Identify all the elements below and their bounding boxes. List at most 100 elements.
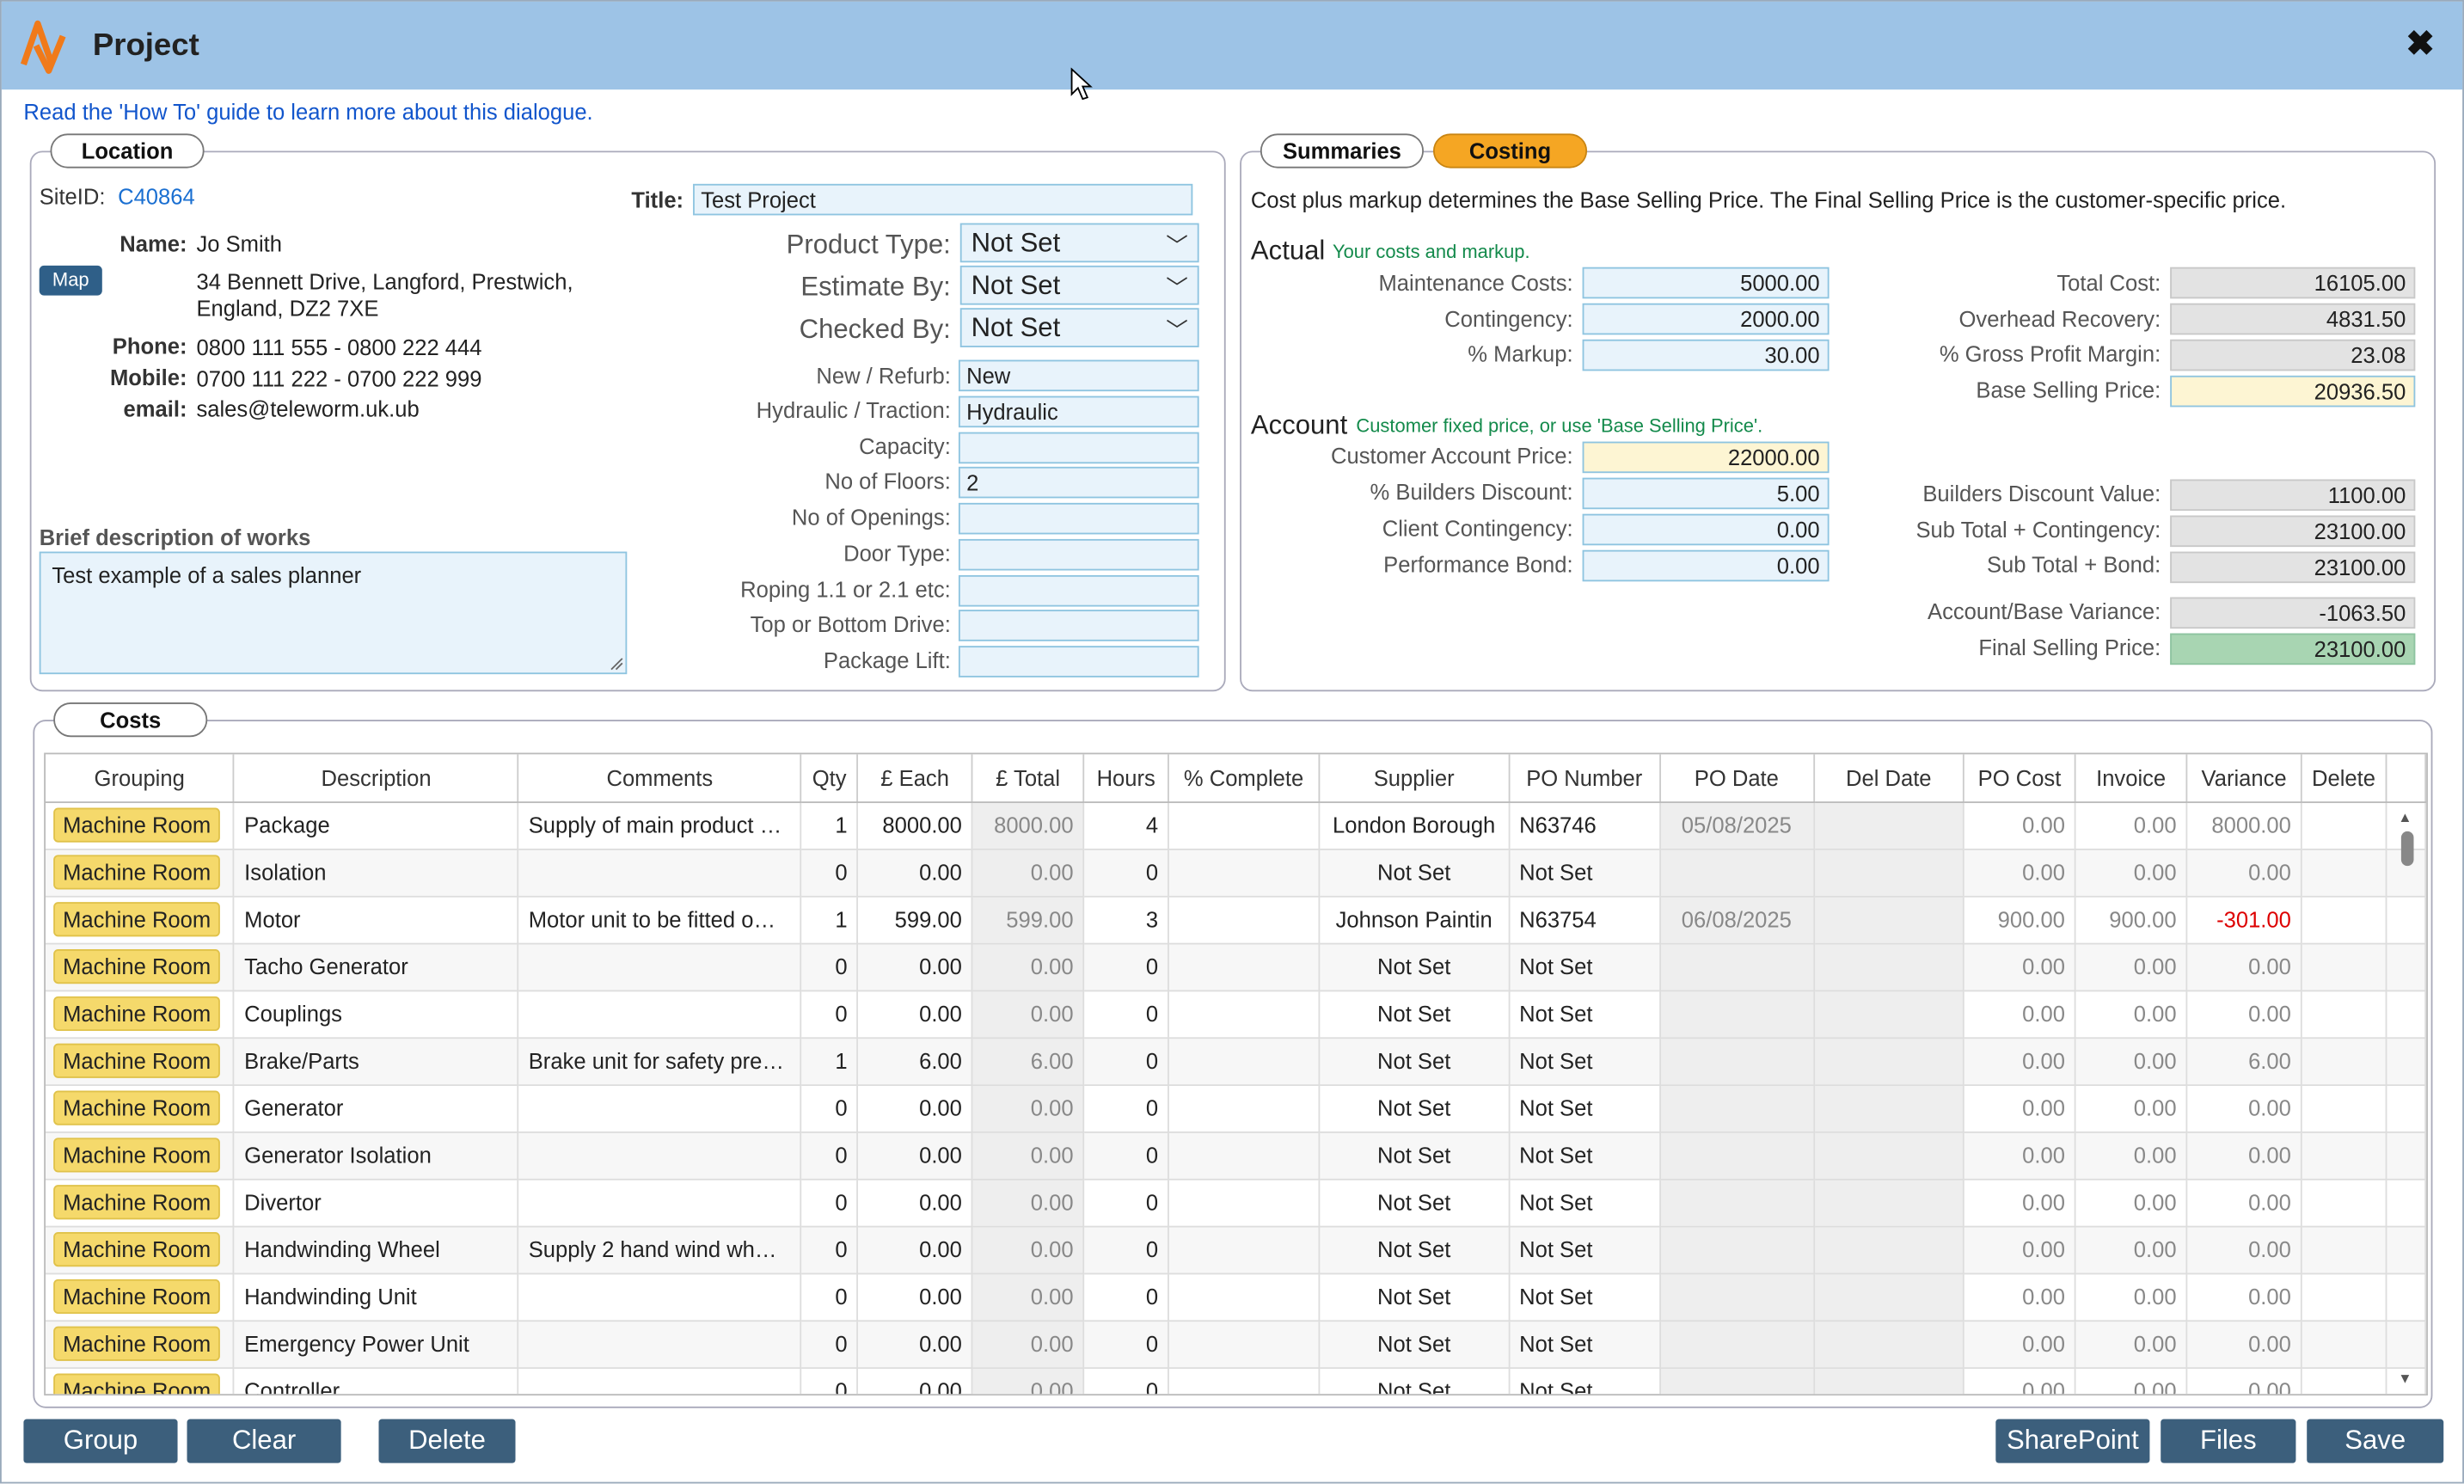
table-cell-delete[interactable] bbox=[2301, 849, 2387, 897]
table-cell-qty[interactable]: 1 bbox=[800, 801, 859, 849]
delete-button[interactable]: Delete bbox=[378, 1419, 516, 1463]
table-cell-delete[interactable] bbox=[2301, 801, 2387, 849]
table-cell-comments[interactable] bbox=[518, 990, 802, 1039]
table-cell-supplier[interactable]: Not Set bbox=[1319, 1320, 1511, 1369]
map-button[interactable]: Map bbox=[39, 265, 102, 296]
column-header-po-number[interactable]: PO Number bbox=[1509, 754, 1661, 803]
table-cell-complete[interactable] bbox=[1168, 1084, 1321, 1132]
table-cell-description[interactable]: Brake/Parts bbox=[234, 1037, 519, 1086]
table-cell-qty[interactable]: 0 bbox=[800, 1272, 859, 1321]
table-cell-comments[interactable]: Motor unit to be fitted o… bbox=[518, 895, 802, 944]
tab-summaries[interactable]: Summaries bbox=[1260, 133, 1424, 169]
brief-description-textarea[interactable]: Test example of a sales planner bbox=[39, 551, 628, 675]
table-cell-grouping[interactable]: Machine Room bbox=[46, 801, 236, 849]
grouping-badge[interactable]: Machine Room bbox=[53, 902, 221, 937]
table-cell-comments[interactable] bbox=[518, 942, 802, 991]
markup-input[interactable]: 30.00 bbox=[1582, 339, 1830, 371]
table-cell-each[interactable]: 8000.00 bbox=[857, 801, 973, 849]
grouping-badge[interactable]: Machine Room bbox=[53, 1279, 221, 1315]
builders-discount-input[interactable]: 5.00 bbox=[1582, 477, 1830, 510]
drive-input[interactable] bbox=[958, 610, 1199, 641]
table-cell-description[interactable]: Handwinding Wheel bbox=[234, 1225, 519, 1274]
table-row[interactable]: Machine Room Handwinding Wheel Supply 2 ha… bbox=[46, 1225, 2427, 1274]
table-cell-po-number[interactable]: Not Set bbox=[1509, 849, 1661, 897]
table-cell-grouping[interactable]: Machine Room bbox=[46, 1225, 236, 1274]
table-cell-po-number[interactable]: Not Set bbox=[1509, 1272, 1661, 1321]
table-cell-comments[interactable]: Supply 2 hand wind wh… bbox=[518, 1225, 802, 1274]
table-cell-hours[interactable]: 0 bbox=[1083, 849, 1169, 897]
table-row[interactable]: Machine Room Isolation 0 0.00 0.00 0 Not Set No… bbox=[46, 849, 2427, 897]
table-cell-each[interactable]: 0.00 bbox=[857, 849, 973, 897]
door-type-input[interactable] bbox=[958, 538, 1199, 571]
table-cell-delete[interactable] bbox=[2301, 1178, 2387, 1227]
table-row[interactable]: Machine Room Handwinding Unit 0 0.00 0.00 0 No… bbox=[46, 1272, 2427, 1321]
table-cell-complete[interactable] bbox=[1168, 1037, 1321, 1086]
estimate-by-select[interactable]: Not Set ﹀ bbox=[959, 265, 1199, 305]
table-cell-grouping[interactable]: Machine Room bbox=[46, 1272, 236, 1321]
sharepoint-button[interactable]: SharePoint bbox=[1995, 1419, 2150, 1463]
table-cell-supplier[interactable]: Not Set bbox=[1319, 1225, 1511, 1274]
table-cell-complete[interactable] bbox=[1168, 1367, 1321, 1395]
title-input[interactable]: Test Project bbox=[693, 183, 1193, 216]
table-cell-grouping[interactable]: Machine Room bbox=[46, 1084, 236, 1132]
table-cell-comments[interactable] bbox=[518, 1320, 802, 1369]
performance-bond-input[interactable]: 0.00 bbox=[1582, 549, 1830, 582]
table-cell-comments[interactable] bbox=[518, 1131, 802, 1180]
table-cell-hours[interactable]: 0 bbox=[1083, 1084, 1169, 1132]
table-cell-description[interactable]: Emergency Power Unit bbox=[234, 1320, 519, 1369]
table-cell-qty[interactable]: 0 bbox=[800, 990, 859, 1039]
table-cell-each[interactable]: 0.00 bbox=[857, 1225, 973, 1274]
files-button[interactable]: Files bbox=[2161, 1419, 2296, 1463]
table-cell-supplier[interactable]: Not Set bbox=[1319, 1037, 1511, 1086]
table-cell-delete[interactable] bbox=[2301, 1037, 2387, 1086]
table-row[interactable]: Machine Room Motor Motor unit to be fitted… bbox=[46, 895, 2427, 944]
table-cell-delete[interactable] bbox=[2301, 1272, 2387, 1321]
table-cell-description[interactable]: Controller bbox=[234, 1367, 519, 1395]
column-header-del-date[interactable]: Del Date bbox=[1813, 754, 1965, 803]
costs-table-viewport[interactable]: Grouping Description Comments Qty £ Each £ To… bbox=[44, 752, 2428, 1396]
column-header-po-date[interactable]: PO Date bbox=[1659, 754, 1815, 803]
table-row[interactable]: Machine Room Couplings 0 0.00 0.00 0 Not Set No… bbox=[46, 990, 2427, 1039]
table-cell-hours[interactable]: 0 bbox=[1083, 1225, 1169, 1274]
table-cell-delete[interactable] bbox=[2301, 1225, 2387, 1274]
maintenance-costs-input[interactable]: 5000.00 bbox=[1582, 267, 1830, 299]
save-button[interactable]: Save bbox=[2307, 1419, 2444, 1463]
table-cell-po-number[interactable]: Not Set bbox=[1509, 1225, 1661, 1274]
table-cell-grouping[interactable]: Machine Room bbox=[46, 942, 236, 991]
table-cell-qty[interactable]: 0 bbox=[800, 1367, 859, 1395]
roping-input[interactable] bbox=[958, 574, 1199, 607]
table-cell-qty[interactable]: 0 bbox=[800, 1225, 859, 1274]
table-cell-supplier[interactable]: Not Set bbox=[1319, 849, 1511, 897]
table-cell-grouping[interactable]: Machine Room bbox=[46, 849, 236, 897]
table-cell-hours[interactable]: 4 bbox=[1083, 801, 1169, 849]
table-cell-qty[interactable]: 0 bbox=[800, 1178, 859, 1227]
grouping-badge[interactable]: Machine Room bbox=[53, 996, 221, 1032]
resize-grip-icon[interactable] bbox=[610, 657, 623, 671]
table-cell-po-number[interactable]: Not Set bbox=[1509, 1084, 1661, 1132]
table-cell-each[interactable]: 0.00 bbox=[857, 1084, 973, 1132]
table-cell-hours[interactable]: 0 bbox=[1083, 1320, 1169, 1369]
table-cell-supplier[interactable]: Not Set bbox=[1319, 1178, 1511, 1227]
table-cell-each[interactable]: 0.00 bbox=[857, 990, 973, 1039]
grouping-badge[interactable]: Machine Room bbox=[53, 1090, 221, 1125]
tab-costing[interactable]: Costing bbox=[1432, 133, 1588, 169]
table-cell-grouping[interactable]: Machine Room bbox=[46, 1367, 236, 1395]
column-header-supplier[interactable]: Supplier bbox=[1319, 754, 1511, 803]
package-lift-input[interactable] bbox=[958, 646, 1199, 678]
table-cell-supplier[interactable]: Not Set bbox=[1319, 1367, 1511, 1395]
vertical-scrollbar[interactable]: ▲ ▼ bbox=[2394, 809, 2422, 1390]
table-cell-each[interactable]: 599.00 bbox=[857, 895, 973, 944]
table-cell-description[interactable]: Couplings bbox=[234, 990, 519, 1039]
column-header-complete[interactable]: % Complete bbox=[1168, 754, 1321, 803]
table-cell-po-number[interactable]: Not Set bbox=[1509, 1320, 1661, 1369]
table-cell-description[interactable]: Generator Isolation bbox=[234, 1131, 519, 1180]
table-cell-qty[interactable]: 0 bbox=[800, 1131, 859, 1180]
table-cell-description[interactable]: Package bbox=[234, 801, 519, 849]
table-cell-hours[interactable]: 0 bbox=[1083, 942, 1169, 991]
table-cell-grouping[interactable]: Machine Room bbox=[46, 1320, 236, 1369]
table-cell-each[interactable]: 0.00 bbox=[857, 1320, 973, 1369]
table-cell-complete[interactable] bbox=[1168, 849, 1321, 897]
table-cell-po-number[interactable]: N63746 bbox=[1509, 801, 1661, 849]
product-type-select[interactable]: Not Set ﹀ bbox=[959, 223, 1199, 263]
column-header-total[interactable]: £ Total bbox=[972, 754, 1085, 803]
